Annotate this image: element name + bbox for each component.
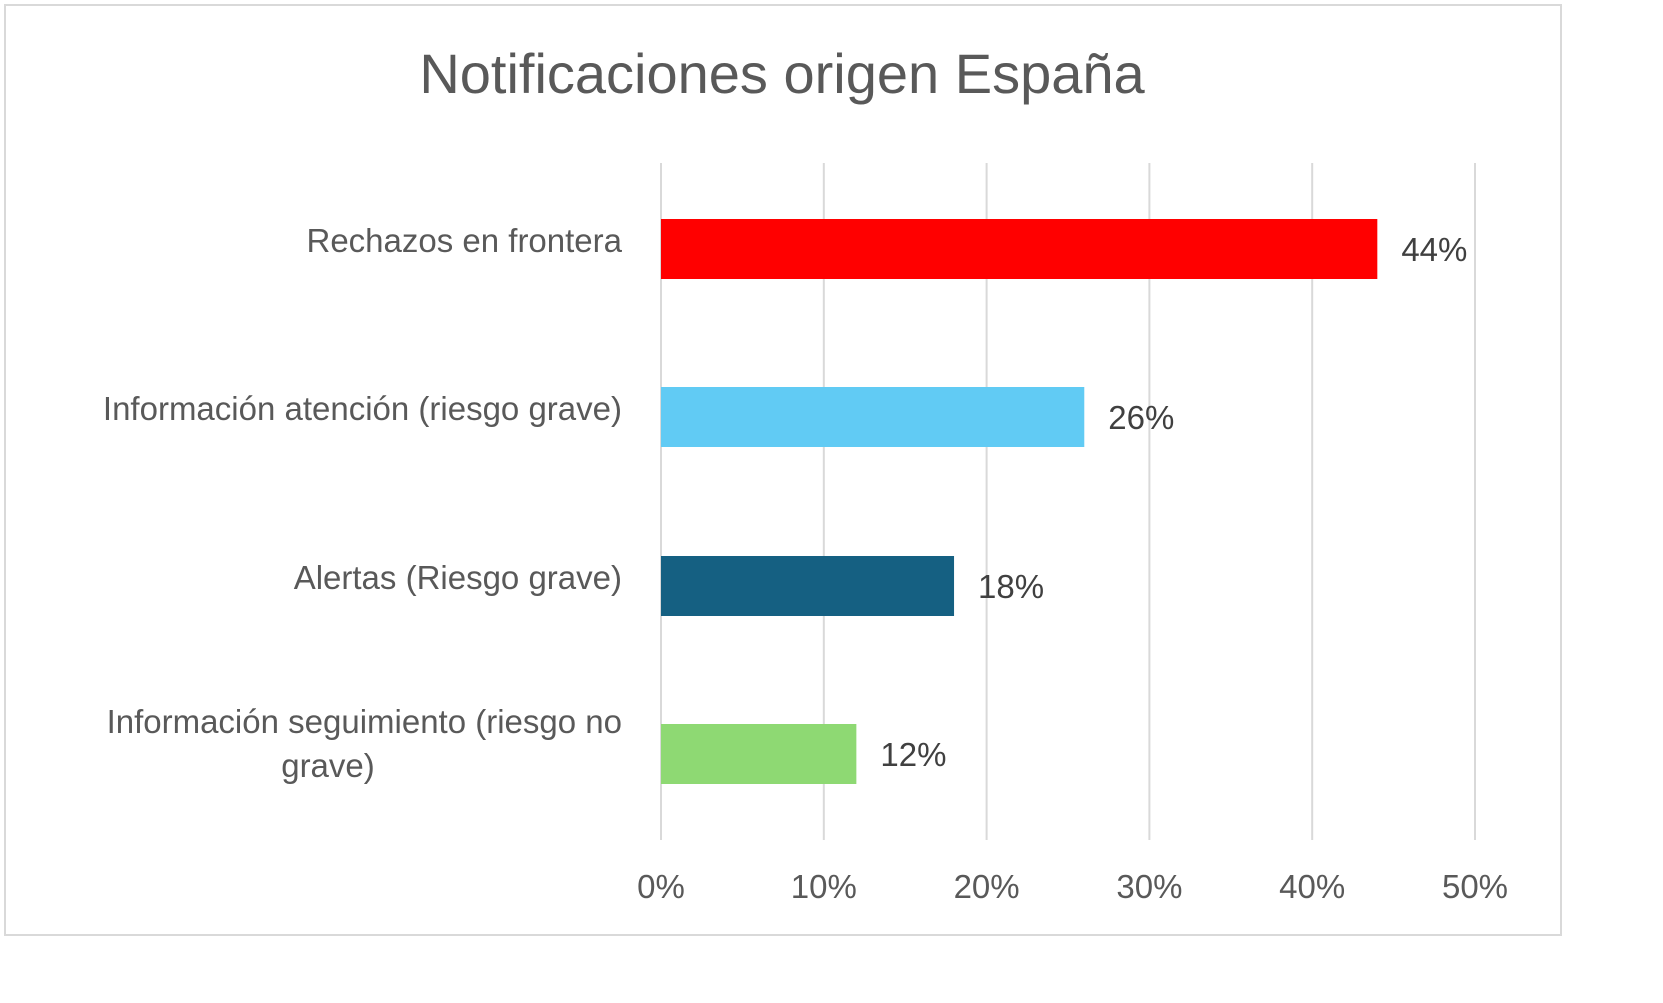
bar — [661, 387, 1085, 447]
bar — [661, 724, 857, 784]
chart-title: Notificaciones origen España — [419, 42, 1145, 105]
bars — [661, 219, 1378, 784]
category-label: Alertas (Riesgo grave) — [294, 559, 622, 596]
data-label: 18% — [978, 568, 1044, 605]
bar — [661, 556, 955, 616]
data-labels: 44% 26% 18% 12% — [880, 231, 1467, 773]
x-tick-label: 30% — [1116, 868, 1182, 905]
x-tick-label: 40% — [1279, 868, 1345, 905]
bar — [661, 219, 1378, 279]
x-tick-label: 0% — [637, 868, 685, 905]
x-tick-label: 50% — [1442, 868, 1508, 905]
category-label: Información atención (riesgo grave) — [103, 390, 622, 427]
category-labels: Rechazos en frontera Información atención… — [103, 222, 623, 784]
data-label: 44% — [1401, 231, 1467, 268]
data-label: 26% — [1108, 399, 1174, 436]
category-label: Rechazos en frontera — [306, 222, 622, 259]
x-tick-labels: 0% 10% 20% 30% 40% 50% — [637, 868, 1508, 905]
category-label: Información seguimiento (riesgo no grave) — [107, 703, 622, 784]
data-label: 12% — [880, 736, 946, 773]
x-tick-label: 10% — [791, 868, 857, 905]
x-tick-label: 20% — [954, 868, 1020, 905]
